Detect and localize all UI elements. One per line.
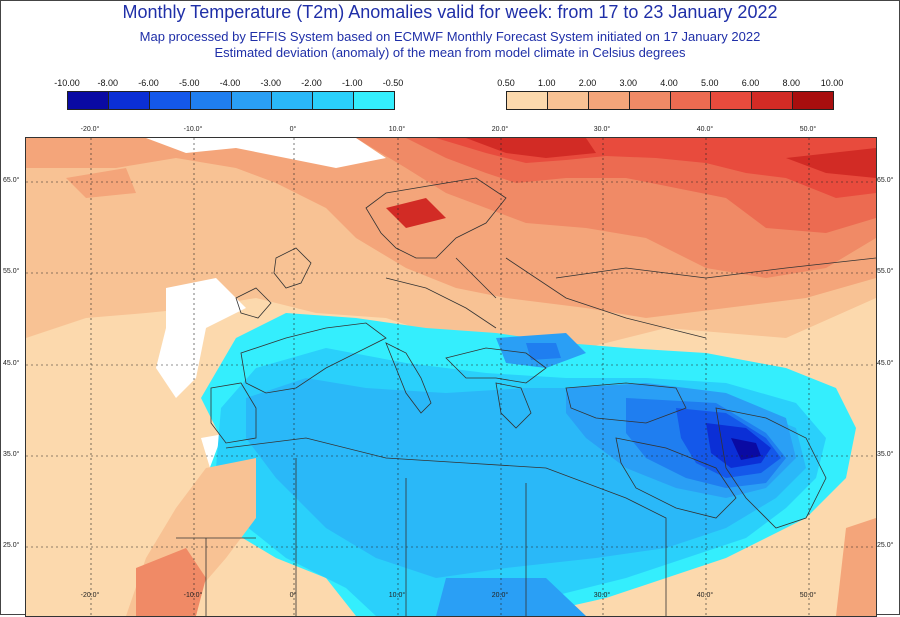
latitude-label: 35.0° <box>877 451 894 458</box>
latitude-label: 65.0° <box>3 177 20 184</box>
anomaly-navy <box>731 438 761 460</box>
colorbar-negative-tick-label: -2.00 <box>301 78 322 88</box>
colorbar-negative-tick-label: -8.00 <box>97 78 119 88</box>
colorbar-positive-tick-label: 5.00 <box>700 78 719 88</box>
colorbar-positive-swatch <box>669 92 711 109</box>
colorbar-positive-tick-label: 8.00 <box>782 78 801 88</box>
anomaly-orange-northwest <box>66 168 136 198</box>
latitude-label: 65.0° <box>877 177 894 184</box>
colorbar-positive-tick-label: 0.50 <box>497 78 515 88</box>
colorbar-positive-swatch <box>587 92 629 109</box>
colorbar-negative <box>67 91 395 110</box>
anomaly-dark-red <box>386 138 876 228</box>
colorbar-positive-tick-label: 4.00 <box>660 78 678 88</box>
map-canvas <box>26 138 876 616</box>
colorbar-negative-tick-label: -1.00 <box>341 78 363 88</box>
longitude-label: 40.0° <box>696 126 714 133</box>
colorbar-positive-swatch <box>710 92 752 109</box>
longitude-label: 40.0° <box>696 592 714 599</box>
colorbar-positive-swatch <box>792 92 833 109</box>
longitude-label: -10.0° <box>183 592 203 599</box>
anomaly-orange-west-sahara <box>136 548 206 616</box>
colorbar-positive-swatch <box>628 92 670 109</box>
colorbar-negative-swatch <box>107 92 149 109</box>
colorbar-negative-tick-label: -4.00 <box>219 78 241 88</box>
map-subtitle-units: Estimated deviation (anomaly) of the mea… <box>214 45 686 60</box>
latitude-label: 55.0° <box>877 268 894 275</box>
longitude-label: 20.0° <box>491 592 509 599</box>
colorbar-negative-swatch <box>312 92 354 109</box>
colorbar-positive-tick-label: 6.00 <box>741 78 760 88</box>
colorbar-positive-tick-label: 3.00 <box>619 78 638 88</box>
anomaly-near-zero-atlantic <box>156 278 246 398</box>
colorbar-positive-swatch <box>751 92 793 109</box>
country-borders <box>176 177 876 616</box>
latitude-label: 45.0° <box>877 360 894 367</box>
longitude-label: 50.0° <box>799 126 817 133</box>
colorbar-positive-tick-label: 10.00 <box>820 78 844 88</box>
colorbar-positive-swatch <box>546 92 588 109</box>
latitude-label: 25.0° <box>877 542 894 549</box>
colorbar-negative-tick-label: -5.00 <box>178 78 200 88</box>
colorbar-negative-swatch <box>271 92 313 109</box>
colorbar-positive-tick-label: 2.00 <box>578 78 597 88</box>
longitude-label: -20.0° <box>80 126 100 133</box>
colorbar-negative-swatch <box>189 92 231 109</box>
colorbar-negative-swatch <box>68 92 108 109</box>
colorbar-negative-tick-label: -3.00 <box>260 78 282 88</box>
longitude-label: 0° <box>289 592 297 599</box>
latitude-label: 25.0° <box>3 542 20 549</box>
colorbar-positive <box>506 91 834 110</box>
colorbar-negative-swatch <box>148 92 190 109</box>
latitude-label: 35.0° <box>3 451 20 458</box>
longitude-label: -20.0° <box>80 592 100 599</box>
colorbar-negative-tick-label: -10.00 <box>54 78 80 88</box>
anomaly-orange-arabia <box>836 518 876 616</box>
anomaly-map <box>25 137 877 617</box>
longitude-label: 10.0° <box>388 592 406 599</box>
longitude-label: 10.0° <box>388 126 406 133</box>
map-title: Monthly Temperature (T2m) Anomalies vali… <box>122 2 778 22</box>
anomaly-near-zero-north <box>146 138 386 168</box>
longitude-label: 0° <box>289 126 297 133</box>
colorbar-positive-tick-label: 1.00 <box>537 78 556 88</box>
colorbar-negative-swatch <box>230 92 272 109</box>
colorbar-positive-swatch <box>507 92 547 109</box>
colorbar-negative-tick-label: -0.50 <box>382 78 404 88</box>
latitude-label: 55.0° <box>3 268 20 275</box>
longitude-label: 30.0° <box>593 126 611 133</box>
colorbar-negative-swatch <box>353 92 394 109</box>
longitude-label: 20.0° <box>491 126 509 133</box>
longitude-label: -10.0° <box>183 126 203 133</box>
longitude-label: 50.0° <box>799 592 817 599</box>
longitude-label: 30.0° <box>593 592 611 599</box>
graticule <box>26 138 876 616</box>
colorbar-negative-tick-label: -6.00 <box>138 78 159 88</box>
latitude-label: 45.0° <box>3 360 20 367</box>
map-subtitle-processing: Map processed by EFFIS System based on E… <box>139 29 761 44</box>
